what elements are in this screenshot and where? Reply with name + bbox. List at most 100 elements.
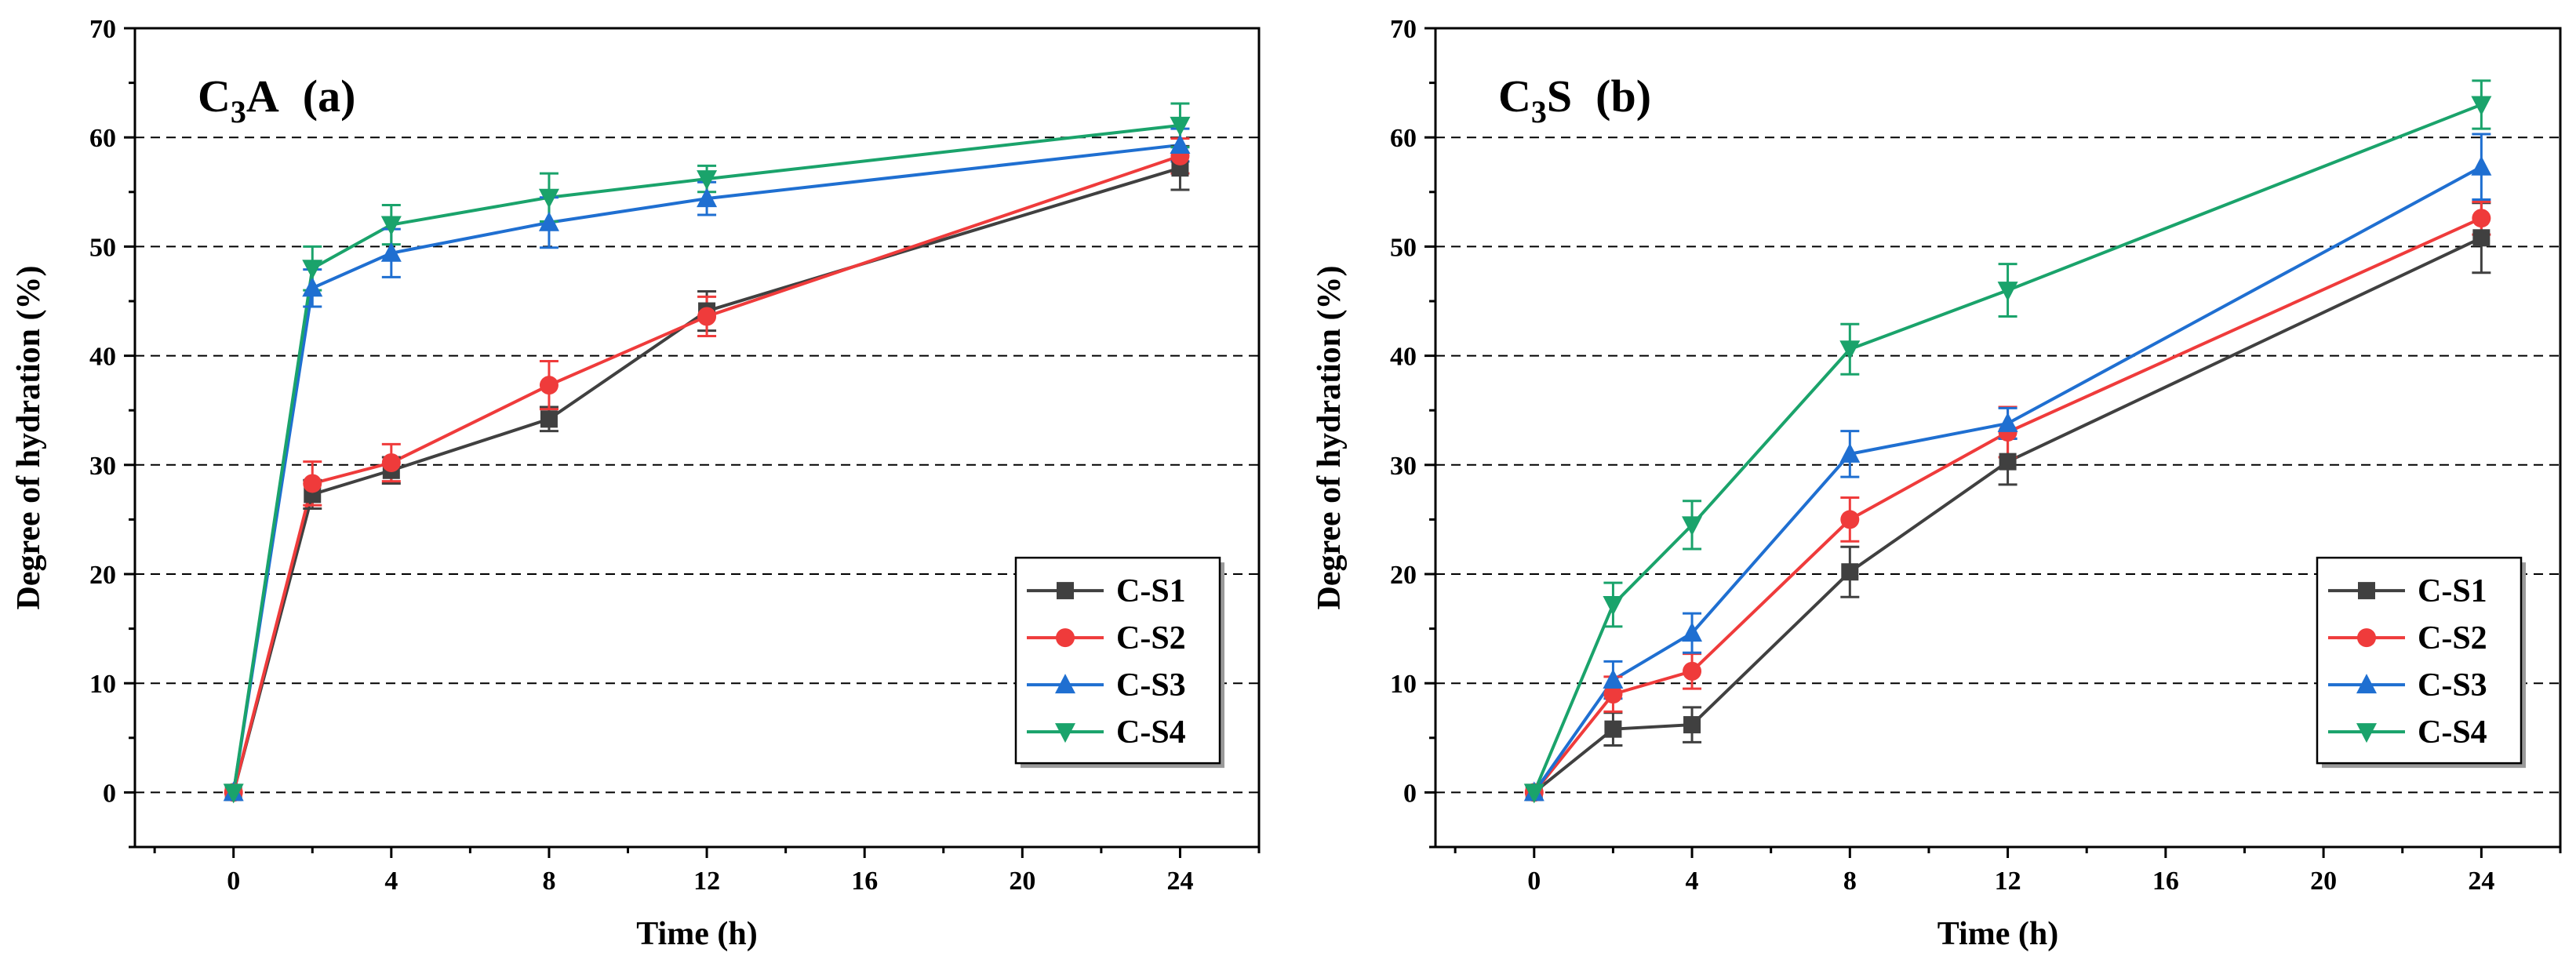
legend-label-C-S1: C-S1 (1116, 573, 1186, 609)
x-tick-label-0: 0 (1527, 867, 1541, 896)
panel-title-rest: S (1547, 71, 1572, 122)
y-tick-label-30: 30 (89, 452, 116, 481)
legend-marker-C-S1 (1057, 582, 1074, 600)
legend-marker-C-S3 (1055, 674, 1075, 694)
data-point-C-S3 (697, 187, 718, 208)
legend-label-C-S4: C-S4 (1116, 714, 1186, 751)
legend-label-C-S3: C-S3 (1116, 667, 1186, 703)
series-line-C-S2 (1533, 216, 2483, 794)
y-tick-label-20: 20 (1390, 561, 1417, 590)
y-axis-title: Degree of hydration (%) (11, 266, 47, 610)
legend-label-C-S2: C-S2 (2418, 620, 2487, 656)
legend-marker-C-S3 (2356, 674, 2377, 694)
plot-frame (1434, 27, 2562, 849)
data-point-C-S4 (1170, 116, 1191, 136)
x-tick-label-8: 8 (542, 867, 555, 896)
x-tick-label-16: 16 (851, 867, 878, 896)
x-tick-label-24: 24 (1166, 867, 1193, 896)
panel-title-subscript: 3 (1531, 94, 1547, 129)
data-point-C-S4 (1839, 340, 1861, 361)
series-line-C-S4 (1532, 103, 2483, 794)
data-point-C-S4 (1997, 282, 2018, 302)
panel-title-subscript: 3 (231, 94, 246, 129)
data-point-C-S4 (380, 216, 402, 236)
data-point-C-S3 (1603, 669, 1624, 689)
data-point-C-S2 (1603, 685, 1623, 704)
x-tick-label-20: 20 (1009, 867, 1035, 896)
y-tick-label-20: 20 (89, 561, 116, 590)
data-point-C-S4 (1603, 595, 1624, 616)
x-tick-label-0: 0 (227, 867, 240, 896)
y-tick-label-70: 70 (89, 15, 116, 44)
y-tick-label-60: 60 (1390, 124, 1417, 153)
y-tick-label-40: 40 (1390, 343, 1417, 372)
data-point-C-S2 (381, 453, 401, 473)
legend-marker-C-S2 (2357, 628, 2376, 648)
data-point-C-S2 (1840, 510, 1860, 529)
legend-marker-C-S1 (2358, 582, 2375, 600)
legend-label-C-S2: C-S2 (1116, 620, 1186, 656)
series-line-C-S1 (231, 166, 1181, 793)
y-tick-label-40: 40 (89, 343, 116, 372)
y-tick-label-50: 50 (1390, 233, 1417, 262)
panel-label: (b) (1595, 71, 1651, 122)
x-tick-label-4: 4 (384, 867, 398, 896)
y-tick-label-10: 10 (89, 670, 116, 699)
y-tick-label-50: 50 (89, 233, 116, 262)
series-line-C-S1 (1533, 236, 2483, 794)
x-tick-label-4: 4 (1686, 867, 1699, 896)
data-point-C-S2 (2472, 209, 2491, 228)
legend-label-C-S4: C-S4 (2418, 714, 2487, 751)
data-point-C-S1 (1604, 720, 1622, 738)
data-point-C-S3 (1682, 622, 1703, 642)
data-point-C-S1 (1841, 563, 1859, 581)
y-tick-label-0: 0 (1403, 779, 1417, 808)
data-point-C-S4 (302, 260, 323, 280)
data-point-C-S4 (1682, 516, 1703, 536)
data-point-C-S1 (540, 410, 558, 428)
data-point-C-S4 (1523, 783, 1545, 804)
y-tick-label-10: 10 (1390, 670, 1417, 699)
y-tick-label-70: 70 (1390, 15, 1417, 44)
data-point-C-S1 (1999, 453, 2017, 471)
chart-panel-b: 0 10 20 30 40 50 60 70 0 4 8 12 16 20 24 Time (h) Degree… (1312, 15, 2562, 952)
data-point-C-S1 (1683, 716, 1701, 734)
y-tick-label-0: 0 (103, 779, 116, 808)
x-tick-label-24: 24 (2468, 867, 2494, 896)
x-tick-label-12: 12 (1995, 867, 2021, 896)
x-tick-label-12: 12 (693, 867, 720, 896)
x-axis-title: Time (h) (1937, 916, 2058, 952)
data-point-C-S3 (2471, 155, 2492, 176)
x-tick-label-8: 8 (1843, 867, 1857, 896)
panel-title-main: C (198, 71, 231, 122)
data-point-C-S3 (538, 211, 559, 231)
data-point-C-S2 (1683, 661, 1702, 681)
data-point-C-S3 (302, 277, 323, 297)
panel-title-main: C (1498, 71, 1531, 122)
data-point-C-S2 (539, 376, 558, 395)
plot-frame (133, 27, 1261, 849)
data-point-C-S4 (2471, 96, 2492, 116)
legend-marker-C-S4 (2356, 723, 2377, 743)
y-tick-label-30: 30 (1390, 452, 1417, 481)
legend-label-C-S3: C-S3 (2418, 667, 2487, 703)
y-axis-title: Degree of hydration (%) (1312, 266, 1348, 610)
legend-marker-C-S2 (1056, 628, 1075, 648)
series-line-C-S3 (231, 143, 1181, 793)
x-axis-title: Time (h) (636, 916, 757, 952)
data-point-C-S4 (223, 783, 244, 804)
y-tick-label-60: 60 (89, 124, 116, 153)
data-point-C-S1 (2472, 229, 2490, 247)
chart-panel-a: 0 10 20 30 40 50 60 70 0 4 8 12 16 20 24 Time (h) Degree… (11, 15, 1261, 952)
x-tick-label-20: 20 (2310, 867, 2337, 896)
x-tick-label-16: 16 (2152, 867, 2179, 896)
panel-title-rest: A (246, 71, 279, 122)
series-line-C-S4 (231, 123, 1181, 793)
data-point-C-S3 (1170, 133, 1191, 154)
data-point-C-S4 (538, 188, 559, 209)
panel-label: (a) (303, 71, 356, 122)
data-point-C-S2 (303, 474, 322, 493)
legend-label-C-S1: C-S1 (2418, 573, 2487, 609)
data-point-C-S3 (1839, 442, 1861, 463)
